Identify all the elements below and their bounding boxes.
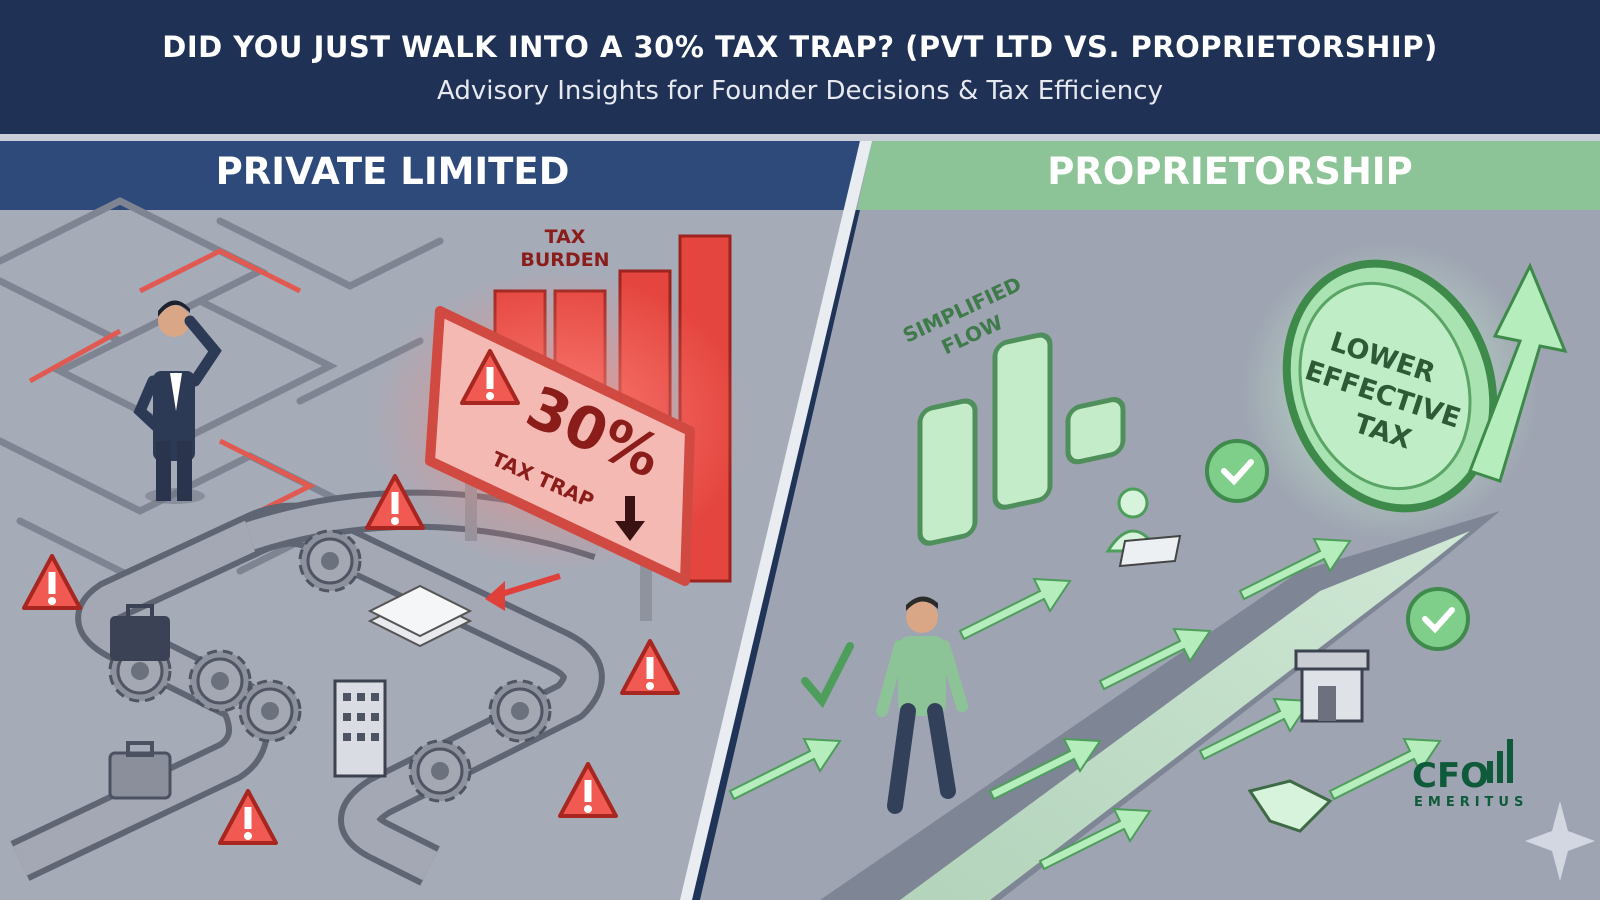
proprietorship-title: PROPRIETORSHIP bbox=[1047, 150, 1413, 193]
header-banner: DID YOU JUST WALK INTO A 30% TAX TRAP? (… bbox=[0, 0, 1600, 134]
checkmark-icon bbox=[801, 642, 854, 709]
gear-icon bbox=[408, 739, 472, 803]
gear-icon bbox=[298, 529, 362, 593]
check-circle-icon bbox=[1207, 441, 1267, 501]
handshake-icon bbox=[1247, 779, 1333, 833]
svg-text:EMERITUS: EMERITUS bbox=[1414, 795, 1528, 810]
left-panel-band bbox=[0, 141, 860, 210]
check-circle-icon bbox=[1408, 589, 1468, 649]
page-title: DID YOU JUST WALK INTO A 30% TAX TRAP? (… bbox=[162, 30, 1438, 64]
burden-label: BURDEN bbox=[520, 249, 609, 271]
briefcase-icon bbox=[108, 741, 172, 800]
storefront-icon bbox=[1294, 649, 1370, 723]
tax-label: TAX bbox=[545, 226, 586, 248]
cfo-emeritus-logo: CFO EMERITUS bbox=[1412, 739, 1528, 810]
simplified-flow-bars bbox=[917, 332, 1126, 546]
page-subtitle: Advisory Insights for Founder Decisions … bbox=[437, 76, 1163, 106]
red-arrow-icon bbox=[494, 573, 561, 599]
up-arrow-icon bbox=[1468, 262, 1568, 483]
laptop-user-icon bbox=[1105, 487, 1182, 568]
sparkle-icon bbox=[1525, 801, 1595, 881]
tax-trap-billboard: 30% TAX TRAP bbox=[370, 271, 750, 621]
svg-text:CFO: CFO bbox=[1412, 756, 1489, 796]
gear-icon bbox=[188, 649, 252, 713]
businessman-thinking-icon bbox=[133, 300, 222, 504]
walking-person-icon bbox=[876, 596, 968, 814]
briefcase-icon bbox=[110, 604, 170, 661]
comparison-illustration: TAX BURDEN 30% TAX TRAP LOWER EFFECTIVE … bbox=[0, 141, 1600, 900]
document-stack-icon bbox=[367, 584, 473, 648]
gear-icon bbox=[488, 679, 552, 743]
right-panel-band bbox=[857, 141, 1600, 210]
lower-effective-tax-badge: LOWER EFFECTIVE TAX bbox=[1240, 241, 1568, 541]
private-limited-title: PRIVATE LIMITED bbox=[215, 150, 570, 193]
glowing-path bbox=[900, 531, 1470, 900]
divider-strip bbox=[0, 134, 1600, 141]
down-arrow-icon bbox=[615, 496, 645, 541]
office-building-icon bbox=[333, 679, 387, 778]
